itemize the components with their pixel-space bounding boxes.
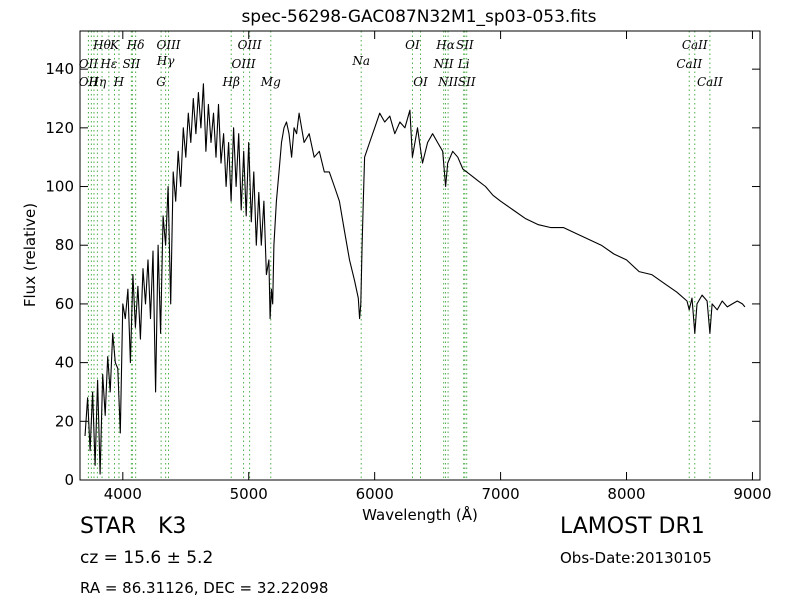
spectrum-line — [84, 83, 746, 475]
observation-date: Obs-Date:20130105 — [560, 549, 712, 567]
line-label-31: CaII — [697, 75, 723, 89]
y-axis-label: Flux (relative) — [21, 203, 39, 307]
y-tick-label-7: 140 — [45, 60, 74, 78]
y-tick-label-0: 0 — [64, 471, 74, 489]
line-label-22: OI — [413, 75, 428, 89]
line-label-10: SII — [123, 57, 141, 71]
line-label-23: NII — [433, 57, 454, 71]
object-class: STAR — [80, 514, 137, 539]
line-label-0: OII — [79, 57, 99, 71]
line-label-5: Hθ — [92, 38, 111, 52]
y-axis-ticks: 0 20 40 60 80 100 120 140 — [45, 60, 760, 489]
line-label-16: Hβ — [222, 75, 240, 89]
y-tick-label-3: 60 — [55, 295, 74, 313]
x-tick-label-5: 9000 — [733, 485, 771, 503]
line-label-21: OI — [405, 38, 420, 52]
y-tick-label-4: 80 — [55, 236, 74, 254]
object-subclass: K3 — [158, 514, 187, 539]
line-label-19: Mg — [260, 75, 281, 89]
line-label-13: G — [156, 75, 166, 89]
line-label-30: CaII — [682, 38, 708, 52]
line-label-4: Hη — [88, 75, 107, 89]
x-tick-label-2: 6000 — [356, 485, 394, 503]
line-label-17: OIII — [232, 57, 256, 71]
line-label-8: H — [113, 75, 125, 89]
line-label-26: Li — [457, 57, 470, 71]
x-axis-label: Wavelength (Å) — [362, 505, 478, 524]
line-label-25: NII — [437, 75, 458, 89]
line-label-6: Hε — [99, 57, 117, 71]
plot-frame — [79, 30, 761, 481]
x-tick-label-3: 7000 — [481, 485, 519, 503]
line-label-20: Na — [351, 54, 370, 68]
y-tick-label-5: 100 — [45, 178, 74, 196]
ra-dec-coordinates: RA = 86.31126, DEC = 32.22098 — [80, 579, 329, 597]
x-tick-label-0: 4000 — [104, 485, 142, 503]
y-tick-label-1: 20 — [55, 412, 74, 430]
redshift-cz: cz = 15.6 ± 5.2 — [80, 548, 214, 568]
chart-title: spec-56298-GAC087N32M1_sp03-053.fits — [241, 7, 596, 27]
line-label-29: CaII — [676, 57, 702, 71]
line-label-27: SII — [456, 38, 474, 52]
spectral-line-markers — [87, 31, 711, 480]
spectral-line-labels: OIIOIIHηHθHεKHSIIHδGHγOIIIHβOIIIOIIIMgNa… — [79, 38, 723, 89]
line-label-15: OIII — [156, 38, 180, 52]
y-tick-label-2: 40 — [55, 354, 74, 372]
x-tick-label-1: 5000 — [230, 485, 268, 503]
line-label-18: OIII — [238, 38, 262, 52]
y-tick-label-6: 120 — [45, 119, 74, 137]
line-label-24: Hα — [435, 38, 455, 52]
line-label-7: K — [109, 38, 120, 52]
line-label-12: Hδ — [126, 38, 145, 52]
survey-name: LAMOST DR1 — [560, 514, 705, 539]
x-axis-ticks: 4000 5000 6000 7000 8000 9000 — [104, 31, 772, 503]
line-label-1: OII — [79, 75, 99, 89]
x-tick-label-4: 8000 — [607, 485, 645, 503]
line-label-14: Hγ — [156, 54, 175, 68]
line-label-28: SII — [458, 75, 476, 89]
